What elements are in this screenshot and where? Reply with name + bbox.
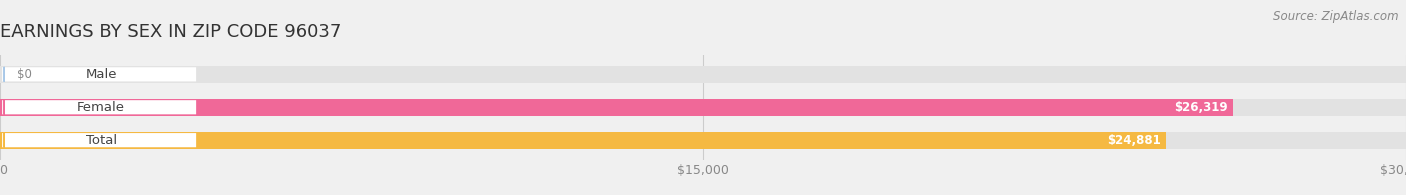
Text: Source: ZipAtlas.com: Source: ZipAtlas.com xyxy=(1274,10,1399,23)
Text: $26,319: $26,319 xyxy=(1174,101,1227,114)
FancyBboxPatch shape xyxy=(1,100,197,114)
Bar xyxy=(0,99,1233,116)
Bar xyxy=(0,132,1166,149)
Text: Male: Male xyxy=(86,68,117,81)
Bar xyxy=(0,99,1406,116)
Bar xyxy=(0,66,1406,83)
Bar xyxy=(0,132,1406,149)
FancyBboxPatch shape xyxy=(1,67,197,82)
Text: EARNINGS BY SEX IN ZIP CODE 96037: EARNINGS BY SEX IN ZIP CODE 96037 xyxy=(0,23,342,41)
FancyBboxPatch shape xyxy=(1,133,197,147)
Text: $0: $0 xyxy=(17,68,32,81)
Text: Female: Female xyxy=(77,101,125,114)
Text: Total: Total xyxy=(86,134,117,147)
Text: $24,881: $24,881 xyxy=(1107,134,1160,147)
